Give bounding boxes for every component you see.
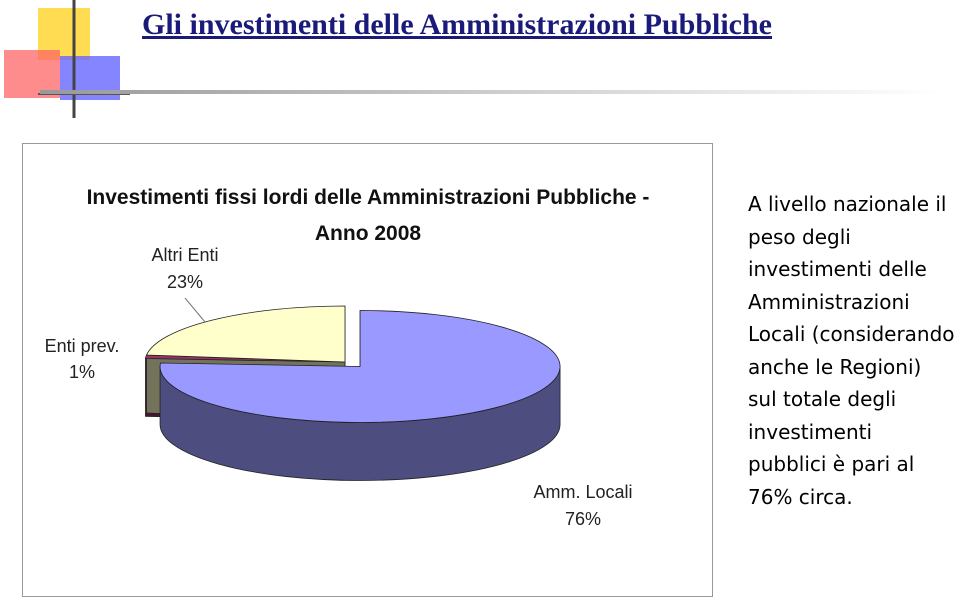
slice-value-label: 76%: [565, 509, 601, 529]
chart-title: Investimenti fissi lordi delle Amministr…: [86, 186, 650, 245]
leader-line: [184, 297, 206, 323]
chart-frame: [22, 143, 713, 597]
pie-slice: [145, 305, 346, 363]
slice-label: Amm. Locali: [533, 482, 632, 502]
side-text: A livello nazionale il peso degli invest…: [748, 192, 955, 509]
slice-value-label: 1%: [69, 362, 95, 382]
slide-title: Gli investimenti delle Amministrazioni P…: [142, 8, 772, 41]
pie-slice: [159, 310, 561, 423]
slice-value-label: 23%: [167, 272, 203, 292]
slice-label: Altri Enti: [151, 245, 218, 265]
slice-label: Enti prev.: [45, 336, 120, 356]
